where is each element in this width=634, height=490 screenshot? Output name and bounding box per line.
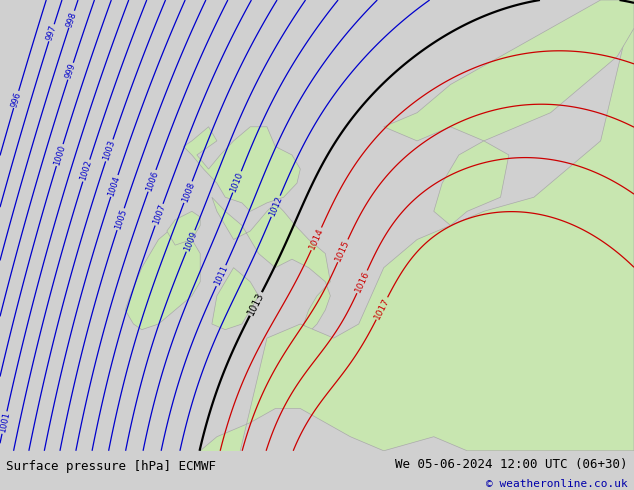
Text: 998: 998 bbox=[65, 10, 79, 28]
Text: 1008: 1008 bbox=[180, 181, 196, 203]
Text: 996: 996 bbox=[10, 91, 23, 108]
Polygon shape bbox=[183, 127, 301, 211]
Text: 997: 997 bbox=[45, 24, 58, 42]
Text: 1003: 1003 bbox=[101, 139, 117, 162]
Polygon shape bbox=[167, 211, 200, 245]
Text: 1016: 1016 bbox=[353, 270, 371, 294]
Text: 1010: 1010 bbox=[229, 171, 245, 194]
Text: 1001: 1001 bbox=[0, 411, 11, 434]
Text: 1005: 1005 bbox=[113, 208, 128, 231]
Text: 1000: 1000 bbox=[53, 144, 67, 167]
Text: 999: 999 bbox=[64, 62, 77, 80]
Polygon shape bbox=[384, 0, 634, 141]
Text: 1012: 1012 bbox=[268, 195, 284, 218]
Text: 1014: 1014 bbox=[307, 226, 325, 251]
Text: © weatheronline.co.uk: © weatheronline.co.uk bbox=[486, 479, 628, 489]
Text: 1011: 1011 bbox=[212, 264, 230, 287]
Text: 1002: 1002 bbox=[79, 159, 94, 182]
Polygon shape bbox=[434, 141, 509, 225]
Polygon shape bbox=[212, 197, 330, 332]
Text: 1006: 1006 bbox=[144, 170, 160, 192]
Text: 1017: 1017 bbox=[373, 296, 391, 321]
Text: 1015: 1015 bbox=[334, 239, 352, 263]
Text: Surface pressure [hPa] ECMWF: Surface pressure [hPa] ECMWF bbox=[6, 460, 216, 473]
Polygon shape bbox=[125, 225, 200, 330]
Polygon shape bbox=[212, 268, 259, 330]
Text: 1009: 1009 bbox=[183, 229, 198, 252]
Text: 1007: 1007 bbox=[152, 203, 167, 226]
Text: We 05-06-2024 12:00 UTC (06+30): We 05-06-2024 12:00 UTC (06+30) bbox=[395, 458, 628, 471]
Polygon shape bbox=[150, 0, 634, 490]
Text: 1004: 1004 bbox=[107, 174, 122, 197]
Text: 1013: 1013 bbox=[246, 291, 266, 317]
